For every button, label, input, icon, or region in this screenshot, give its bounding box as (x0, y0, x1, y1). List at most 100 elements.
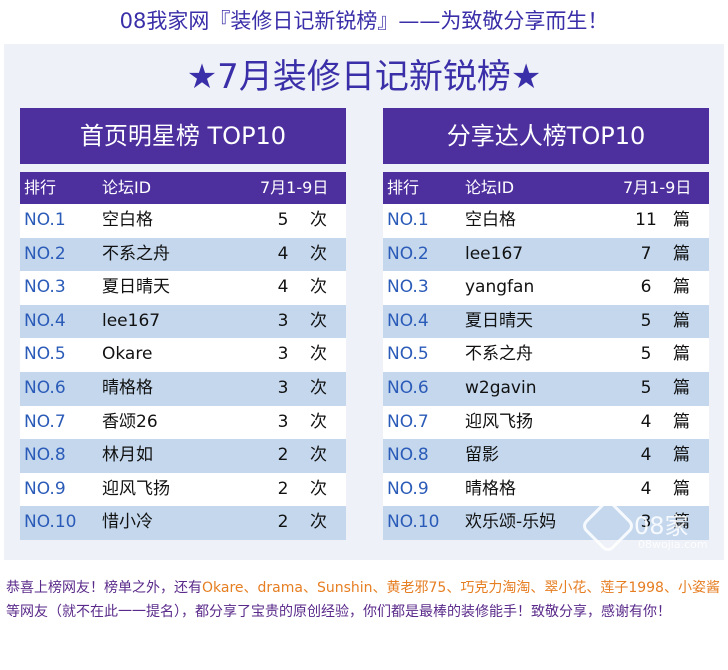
forum-id-cell: 林月如 (102, 445, 153, 466)
header-period: 7月1-9日 (623, 178, 692, 197)
forum-id-cell: w2gavin (465, 377, 537, 398)
rank-cell: NO.5 (387, 344, 429, 365)
table-row: NO.6 晴格格 3 次 (20, 371, 346, 406)
note-suffix: 等网友（就不在此一一提名），都分享了宝贵的原创经验，你们都是最棒的装修能手！致敬… (6, 604, 671, 620)
table-row: NO.4 夏日晴天 5 篇 (383, 304, 709, 339)
homepage-star-board: 首页明星榜 TOP10 排行 论坛ID 7月1-9日 NO.1 空白格 5 次 NO.2… (20, 108, 346, 540)
unit-cell: 次 (310, 478, 327, 499)
forum-id-cell: 迎风飞扬 (102, 478, 170, 499)
table-row: NO.1 空白格 5 次 (20, 204, 346, 238)
unit-cell: 次 (310, 310, 327, 331)
rank-cell: NO.9 (24, 478, 66, 499)
sharing-expert-board: 分享达人榜TOP10 排行 论坛ID 7月1-9日 NO.1 空白格 11 篇 NO.2… (383, 108, 709, 540)
note-prefix: 恭喜上榜网友！榜单之外，还有 (6, 580, 202, 596)
count-cell: 11 (635, 210, 657, 230)
table-header: 排行 论坛ID 7月1-9日 (20, 172, 346, 204)
congrats-note: 恭喜上榜网友！榜单之外，还有Okare、drama、Sunshin、黄老邪75、… (6, 576, 722, 624)
count-cell: 4 (640, 445, 652, 466)
table-header: 排行 论坛ID 7月1-9日 (383, 172, 709, 204)
forum-id-cell: Okare (102, 344, 153, 365)
count-cell: 2 (277, 512, 289, 533)
table-row: NO.10 欢乐颂-乐妈 3 篇 (383, 506, 709, 540)
rank-cell: NO.8 (387, 445, 429, 466)
table-row: NO.10 惜小冷 2 次 (20, 506, 346, 540)
rank-cell: NO.9 (387, 478, 429, 499)
table-row: NO.3 夏日晴天 4 次 (20, 271, 346, 305)
forum-id-cell: 欢乐颂-乐妈 (465, 512, 557, 533)
rank-cell: NO.6 (387, 377, 429, 398)
forum-id-cell: 晴格格 (465, 478, 516, 499)
count-cell: 5 (640, 377, 652, 398)
unit-cell: 篇 (673, 243, 690, 264)
header-rank: 排行 (387, 178, 420, 197)
rank-cell: NO.3 (24, 277, 66, 298)
count-cell: 4 (277, 243, 289, 264)
page-title: ★7月装修日记新锐榜★ (186, 57, 542, 97)
count-cell: 6 (640, 277, 652, 298)
rank-cell: NO.10 (387, 512, 440, 533)
rank-cell: NO.2 (387, 243, 429, 264)
board-title: 首页明星榜 TOP10 (20, 108, 346, 164)
rank-cell: NO.2 (24, 243, 66, 264)
count-cell: 2 (277, 445, 289, 466)
table-row: NO.8 留影 4 篇 (383, 439, 709, 473)
count-cell: 3 (277, 344, 289, 365)
count-cell: 5 (640, 344, 652, 365)
forum-id-cell: 晴格格 (102, 377, 153, 398)
unit-cell: 次 (310, 512, 327, 533)
rank-cell: NO.4 (24, 310, 66, 331)
forum-id-cell: 留影 (465, 445, 499, 466)
unit-cell: 篇 (673, 445, 690, 466)
rank-cell: NO.1 (24, 210, 66, 230)
table-row: NO.1 空白格 11 篇 (383, 204, 709, 238)
table-row: NO.7 香颂26 3 次 (20, 405, 346, 440)
count-cell: 7 (640, 243, 652, 264)
unit-cell: 次 (310, 344, 327, 365)
table-row: NO.5 不系之舟 5 篇 (383, 338, 709, 372)
unit-cell: 次 (310, 445, 327, 466)
table-row: NO.5 Okare 3 次 (20, 338, 346, 372)
note-highlight: Okare、drama、Sunshin、黄老邪75、巧克力淘淘、翠小花、莲子19… (202, 580, 720, 596)
forum-id-cell: 夏日晴天 (102, 277, 170, 298)
table-row: NO.3 yangfan 6 篇 (383, 271, 709, 305)
unit-cell: 篇 (673, 478, 690, 499)
count-cell: 3 (277, 411, 289, 432)
forum-id-cell: 空白格 (102, 210, 153, 230)
unit-cell: 次 (310, 277, 327, 298)
count-cell: 4 (640, 411, 652, 432)
forum-id-cell: lee167 (465, 243, 524, 264)
forum-id-cell: 夏日晴天 (465, 310, 533, 331)
rank-cell: NO.5 (24, 344, 66, 365)
unit-cell: 篇 (673, 210, 690, 230)
count-cell: 4 (277, 277, 289, 298)
count-cell: 3 (277, 310, 289, 331)
forum-id-cell: 不系之舟 (465, 344, 533, 365)
table-row: NO.2 lee167 7 篇 (383, 237, 709, 272)
rank-cell: NO.3 (387, 277, 429, 298)
header-id: 论坛ID (102, 178, 152, 197)
unit-cell: 篇 (673, 512, 690, 533)
unit-cell: 次 (310, 210, 327, 230)
forum-id-cell: 香颂26 (102, 411, 158, 432)
count-cell: 2 (277, 478, 289, 499)
count-cell: 3 (640, 512, 652, 533)
forum-id-cell: 不系之舟 (102, 243, 170, 264)
rank-cell: NO.10 (24, 512, 77, 533)
rank-cell: NO.7 (387, 411, 429, 432)
header-rank: 排行 (24, 178, 57, 197)
forum-id-cell: lee167 (102, 310, 161, 331)
table-row: NO.6 w2gavin 5 篇 (383, 371, 709, 406)
unit-cell: 篇 (673, 310, 690, 331)
table-row: NO.9 晴格格 4 篇 (383, 472, 709, 507)
table-row: NO.8 林月如 2 次 (20, 439, 346, 473)
board-title: 分享达人榜TOP10 (383, 108, 709, 164)
forum-id-cell: yangfan (465, 277, 535, 298)
count-cell: 4 (640, 478, 652, 499)
unit-cell: 篇 (673, 277, 690, 298)
ranking-panel: ★7月装修日记新锐榜★ 首页明星榜 TOP10 排行 论坛ID 7月1-9日 N… (4, 44, 724, 560)
rank-cell: NO.1 (387, 210, 429, 230)
count-cell: 3 (277, 377, 289, 398)
unit-cell: 篇 (673, 344, 690, 365)
rank-cell: NO.4 (387, 310, 429, 331)
table-row: NO.7 迎风飞扬 4 篇 (383, 405, 709, 440)
